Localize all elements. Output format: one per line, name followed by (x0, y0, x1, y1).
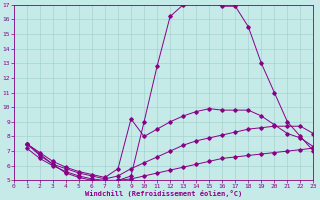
X-axis label: Windchill (Refroidissement éolien,°C): Windchill (Refroidissement éolien,°C) (85, 190, 242, 197)
